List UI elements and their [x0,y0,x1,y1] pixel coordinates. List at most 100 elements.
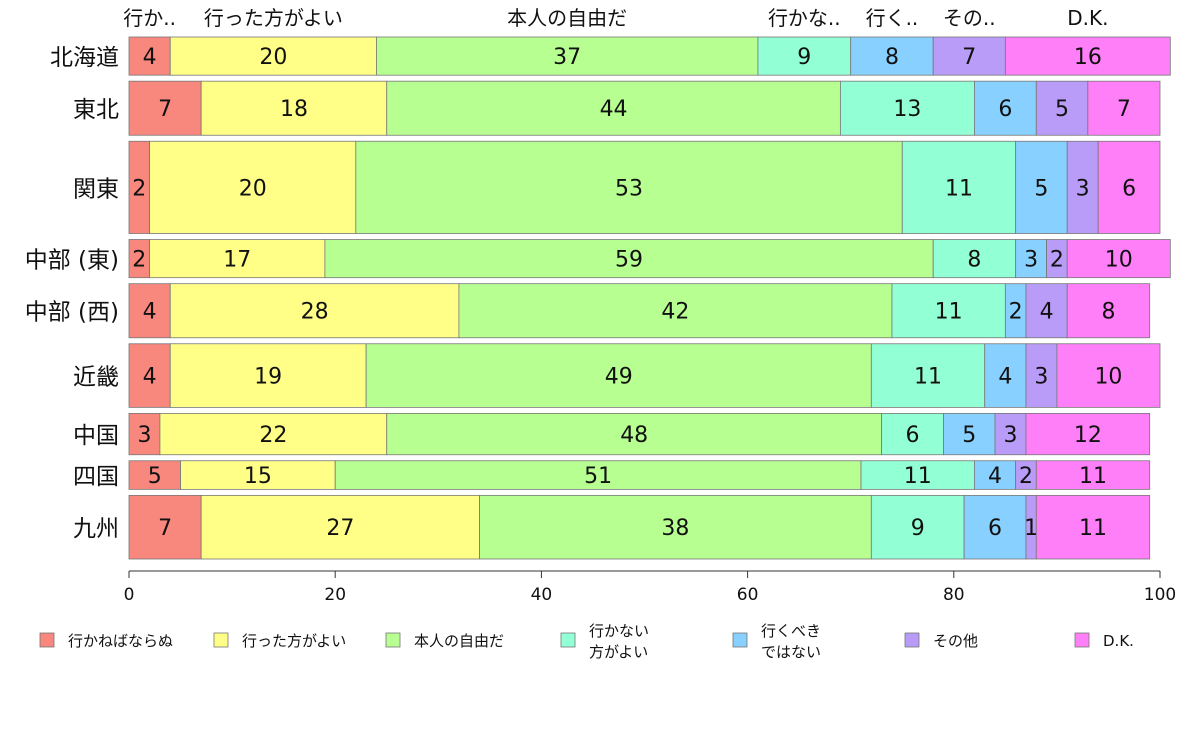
data-label: 11 [935,300,963,325]
data-label: 3 [137,423,151,448]
data-label: 10 [1094,365,1122,390]
data-label: 8 [1101,300,1115,325]
legend-swatch [904,632,920,648]
bar-segment [200,494,480,560]
data-label: 19 [254,365,282,390]
data-label: 7 [962,45,976,70]
data-label: 5 [962,423,976,448]
data-label: 17 [223,248,251,273]
bar-segment [1035,460,1151,490]
bar-segment [1066,283,1151,339]
series-top-label: 行く.. [866,6,919,30]
bar-segment [1015,140,1068,234]
legend-label: その他 [933,632,978,650]
bar-segment [984,343,1027,408]
legend-swatch [39,632,55,648]
bar-segment [1087,80,1161,136]
data-label: 5 [148,464,162,489]
data-label: 22 [259,423,287,448]
bar-segment [974,460,1017,490]
bar-segment [1004,36,1171,76]
data-label: 11 [945,176,973,201]
bar-segment [870,494,965,560]
bar-segment [1025,343,1058,408]
data-label: 7 [1117,97,1131,122]
bar-segment [870,343,986,408]
bar-segment [128,494,202,560]
legend-label: 行くべき [761,622,821,640]
bar-segment [128,80,202,136]
bar-segment [881,412,944,456]
data-label: 49 [605,365,633,390]
data-label: 20 [259,45,287,70]
bar-segment [1066,140,1099,234]
data-label: 4 [1040,300,1054,325]
data-label: 12 [1074,423,1102,448]
data-label: 5 [1034,176,1048,201]
bar-segment [1066,239,1171,279]
category-label: 近畿 [73,365,119,391]
bar-segment [128,36,171,76]
x-tick-label: 40 [531,585,553,605]
bar-segment [169,343,367,408]
bar-segment [334,460,862,490]
legend-label: 行った方がよい [242,632,346,650]
data-label: 6 [988,516,1002,541]
data-label: 1 [1024,516,1038,541]
series-top-label: 行かな.. [768,6,841,30]
data-label: 28 [301,300,329,325]
data-label: 51 [584,464,612,489]
bar-segment [1025,283,1068,339]
legend-label: 方がよい [589,643,648,661]
x-tick-label: 100 [1144,585,1176,605]
data-label: 9 [911,516,925,541]
bar-segment [1015,239,1047,279]
data-label: 15 [244,464,272,489]
category-label: 中部 (東) [25,248,119,274]
data-label: 11 [1079,516,1107,541]
bar-segment [128,460,181,490]
bar-segment [200,80,388,136]
data-label: 2 [1019,464,1033,489]
legend-swatch [213,632,229,648]
data-label: 59 [615,248,643,273]
legend-label: 行かねばならぬ [68,632,173,650]
legend-label: D.K. [1103,632,1134,650]
bar-segment [479,494,872,560]
category-label: 関東 [73,176,119,202]
data-label: 16 [1074,45,1102,70]
bar-segment [169,283,460,339]
data-label: 48 [620,423,648,448]
x-tick-label: 20 [324,585,346,605]
bar-segment [1035,80,1089,136]
bar-segment [386,80,841,136]
data-label: 3 [1004,423,1018,448]
x-tick-label: 0 [124,585,135,605]
category-label: 北海道 [50,45,119,71]
data-label: 27 [326,516,354,541]
legend-label: ではない [761,643,821,661]
series-top-label: 行った方がよい [204,6,343,30]
bar-segment [932,36,1006,76]
data-label: 4 [998,365,1012,390]
category-label: 九州 [73,516,119,542]
data-label: 6 [906,423,920,448]
series-top-label: D.K. [1067,6,1108,30]
data-label: 53 [615,176,643,201]
bar-segment [128,343,171,408]
data-label: 10 [1105,248,1133,273]
bar-segment [386,412,883,456]
data-label: 4 [988,464,1002,489]
legend-swatch [560,632,576,648]
data-label: 2 [1009,300,1023,325]
data-label: 9 [797,45,811,70]
bar-segment [757,36,852,76]
bar-segment [159,412,388,456]
data-label: 6 [998,97,1012,122]
data-label: 4 [143,365,157,390]
legend-label: 本人の自由だ [414,632,504,650]
data-label: 8 [885,45,899,70]
data-label: 5 [1055,97,1069,122]
data-label: 2 [1050,248,1064,273]
